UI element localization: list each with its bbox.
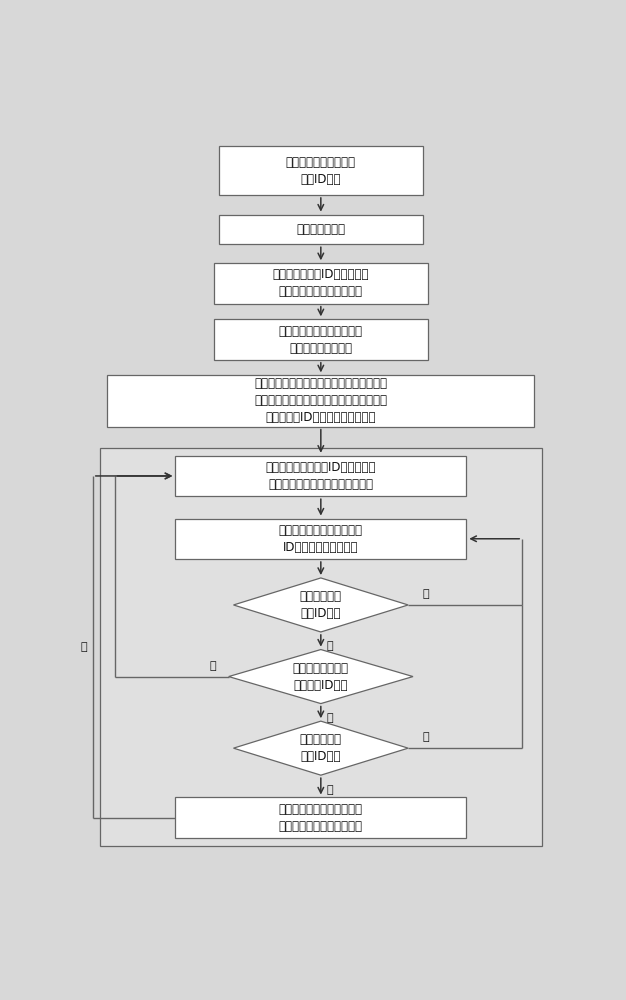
Text: 将最佳行驶路径涉及到的门牌分别作为起始
点得出汽车行驶下一方向和距离长度，结合
门牌对应的ID编号预存入存储器中: 将最佳行驶路径涉及到的门牌分别作为起始 点得出汽车行驶下一方向和距离长度，结合 … [254, 377, 387, 424]
Bar [175, 797, 466, 838]
Text: 车载导航系统将ID编号和目的
地对应编号发送至控制中心: 车载导航系统将ID编号和目的 地对应编号发送至控制中心 [272, 268, 369, 298]
Text: 是: 是 [210, 661, 217, 671]
Text: 数据库中是否
存在ID编号: 数据库中是否 存在ID编号 [300, 733, 342, 763]
Text: 汽车行驶，不断将当前位置
ID编号发送至控制中心: 汽车行驶，不断将当前位置 ID编号发送至控制中心 [279, 524, 363, 554]
Text: 发送警告信号至车载导航系
统，将当前位置作为起始点: 发送警告信号至车载导航系 统，将当前位置作为起始点 [279, 803, 363, 833]
Text: 是: 是 [80, 642, 87, 652]
Polygon shape [233, 578, 408, 632]
Bar [219, 215, 423, 244]
Text: 判断存储器中是否
有相同的ID编号: 判断存储器中是否 有相同的ID编号 [293, 662, 349, 692]
Text: 控制中心是否
收到ID编号: 控制中心是否 收到ID编号 [300, 590, 342, 620]
Text: 设置车辆目的地: 设置车辆目的地 [296, 223, 346, 236]
Bar [214, 319, 428, 360]
Bar [100, 448, 541, 846]
Text: 是: 是 [327, 641, 333, 651]
Bar [108, 375, 534, 427]
Bar [214, 263, 428, 304]
Bar [175, 519, 466, 559]
Bar [175, 456, 466, 496]
Text: 否: 否 [423, 732, 429, 742]
Bar [219, 146, 423, 195]
Text: 控制中心根据起始点和目的
地分析最佳行驶路径: 控制中心根据起始点和目的 地分析最佳行驶路径 [279, 325, 363, 355]
Text: 否: 否 [327, 713, 333, 723]
Polygon shape [233, 721, 408, 775]
Text: 否: 否 [423, 589, 429, 599]
Polygon shape [228, 650, 413, 704]
Text: 阅读器接收电子标签返
回的ID编号: 阅读器接收电子标签返 回的ID编号 [286, 156, 356, 186]
Text: 是: 是 [327, 785, 333, 795]
Text: 将汽车当前所在地的ID号在存储器
中对应的信息发送至车载导航系统: 将汽车当前所在地的ID号在存储器 中对应的信息发送至车载导航系统 [265, 461, 376, 491]
